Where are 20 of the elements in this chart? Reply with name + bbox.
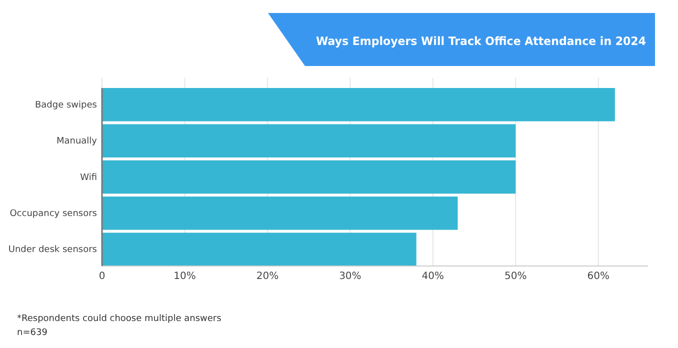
chart-title: Ways Employers Will Track Office Attendance in 2024 xyxy=(316,34,661,48)
x-tick-label: 40% xyxy=(422,271,444,282)
bar xyxy=(102,196,458,230)
bar xyxy=(102,124,516,158)
x-tick-label: 10% xyxy=(174,271,196,282)
y-tick-label: Badge swipes xyxy=(34,100,98,111)
y-tick-label: Manually xyxy=(56,136,98,147)
x-tick-label: 20% xyxy=(256,271,279,282)
x-tick-label: 60% xyxy=(587,271,610,282)
x-tick-label: 30% xyxy=(339,271,362,282)
bar xyxy=(102,160,516,194)
bar xyxy=(102,88,615,122)
y-tick-label: Occupancy sensors xyxy=(10,209,98,220)
x-tick-label: 50% xyxy=(504,271,527,282)
x-tick-label: 0 xyxy=(98,271,106,282)
text: *Respondents could choose multiple answers xyxy=(17,314,222,324)
text: n=639 xyxy=(17,328,48,338)
bar xyxy=(102,232,416,266)
y-tick-label: Under desk sensors xyxy=(8,245,98,256)
y-tick-label: Wifi xyxy=(80,172,97,183)
